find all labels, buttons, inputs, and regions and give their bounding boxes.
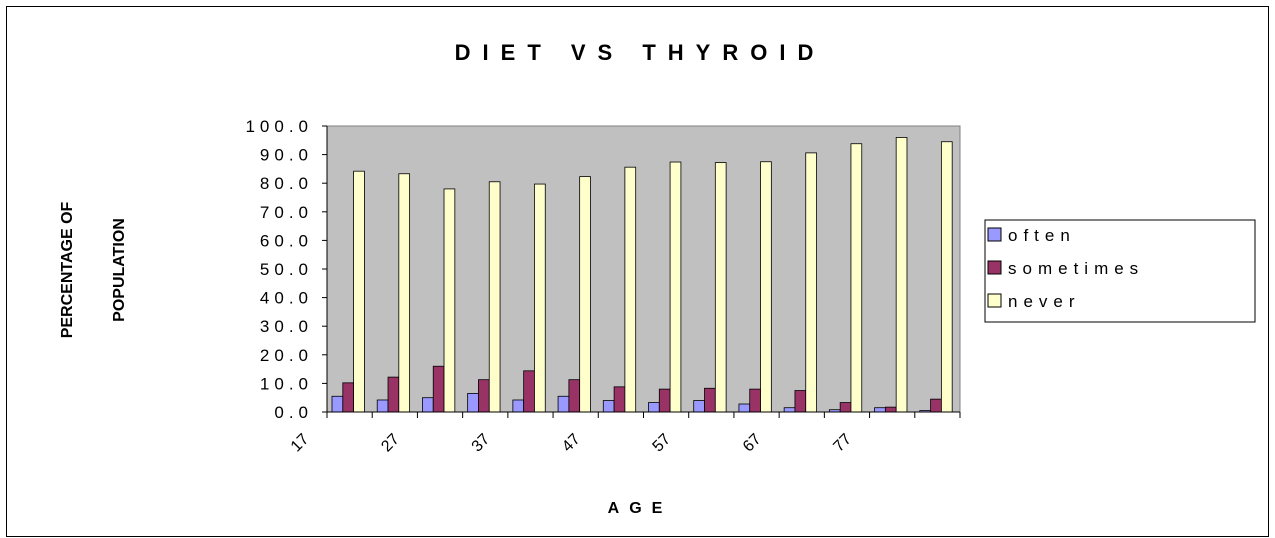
bar	[488, 181, 501, 413]
bar	[648, 402, 660, 413]
bar	[895, 137, 908, 413]
bar	[805, 152, 817, 413]
bar	[523, 370, 535, 413]
x-axis-title: AGE	[608, 500, 673, 517]
bar	[738, 403, 751, 413]
bar	[850, 143, 863, 413]
bar	[376, 399, 389, 413]
bar	[839, 402, 852, 413]
y-tick-label: 30.0	[260, 317, 313, 336]
bar	[568, 379, 581, 413]
chart-title: DIET VS THYROID	[455, 40, 826, 65]
legend-label: sometimes	[1008, 259, 1144, 278]
y-tick-label: 0.0	[274, 403, 313, 422]
y-tick-label: 100.0	[245, 117, 313, 136]
y-tick-label: 10.0	[260, 374, 313, 393]
bar	[331, 395, 344, 413]
bar	[602, 400, 615, 413]
y-axis-title-line: POPULATION	[111, 218, 128, 322]
legend-label: never	[1008, 292, 1081, 311]
y-axis-title-line: PERCENTAGE OF	[59, 201, 76, 338]
legend-label: often	[1008, 226, 1076, 245]
bar	[884, 406, 897, 413]
bar	[794, 390, 807, 413]
bar	[353, 170, 365, 413]
bar	[579, 176, 591, 413]
legend-swatch	[987, 260, 1002, 275]
bar	[534, 183, 546, 413]
legend-box	[984, 219, 1256, 323]
bar	[467, 393, 479, 413]
bar	[432, 365, 445, 413]
bar	[624, 166, 637, 413]
bar	[930, 398, 942, 413]
bar	[714, 162, 727, 413]
bar	[693, 400, 705, 413]
bar	[874, 407, 886, 413]
bar	[940, 141, 953, 413]
bar	[749, 388, 761, 413]
legend: often sometimes never	[984, 219, 1256, 323]
legend-swatch	[987, 293, 1002, 308]
y-tick-label: 60.0	[260, 231, 313, 250]
bar	[760, 161, 772, 413]
bar	[613, 386, 626, 413]
bar	[478, 379, 490, 413]
y-tick-label: 70.0	[260, 203, 313, 222]
y-tick-label: 80.0	[260, 174, 313, 193]
bar	[512, 399, 525, 413]
bar	[342, 382, 354, 413]
bar	[557, 395, 570, 413]
y-tick-label: 90.0	[260, 146, 313, 165]
bar	[669, 161, 682, 413]
bar	[398, 173, 411, 413]
legend-swatch	[987, 227, 1002, 242]
bar	[658, 388, 671, 413]
bar	[783, 407, 796, 413]
y-axis-title: PERCENTAGE OF POPULATION	[59, 201, 128, 338]
bar	[704, 387, 716, 413]
y-tick-label: 20.0	[260, 346, 313, 365]
bar	[443, 188, 456, 413]
bar	[422, 397, 434, 413]
y-tick-label: 50.0	[260, 260, 313, 279]
plot-area	[326, 125, 961, 413]
bar	[387, 376, 400, 413]
y-tick-label: 40.0	[260, 289, 313, 308]
